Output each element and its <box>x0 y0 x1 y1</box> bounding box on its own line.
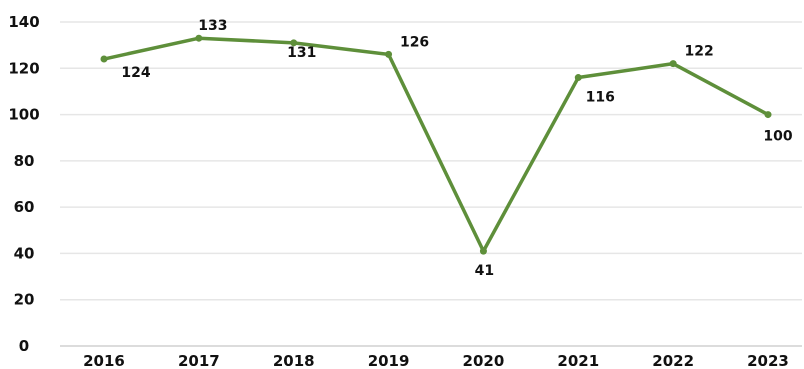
data-point <box>764 111 772 119</box>
x-tick-label: 2022 <box>652 352 694 369</box>
y-axis-ticks: 0 20 40 60 80 100 120 140 <box>8 13 39 355</box>
data-point <box>574 74 582 82</box>
data-label: 116 <box>586 90 615 106</box>
data-label: 124 <box>121 65 150 81</box>
data-label: 41 <box>475 263 494 279</box>
data-label: 126 <box>400 34 429 50</box>
series-line-group <box>102 36 770 253</box>
data-point <box>479 247 487 255</box>
x-tick-label: 2019 <box>368 352 410 369</box>
gridlines <box>60 21 802 347</box>
data-point <box>385 50 393 58</box>
data-labels: 124 133 131 126 41 116 122 100 <box>121 18 792 279</box>
y-tick-label: 0 <box>19 337 29 355</box>
data-point <box>669 60 677 68</box>
y-tick-label: 140 <box>8 13 39 31</box>
y-tick-label: 120 <box>8 59 39 77</box>
series-line <box>102 36 770 253</box>
x-tick-label: 2021 <box>557 352 599 369</box>
data-label: 133 <box>198 18 227 34</box>
x-axis-ticks: 2016 2017 2018 2019 2020 2021 2022 2023 <box>83 352 789 369</box>
y-tick-label: 40 <box>14 244 35 262</box>
y-tick-label: 80 <box>14 152 35 170</box>
data-label: 131 <box>287 45 316 61</box>
y-tick-label: 100 <box>8 106 39 124</box>
x-tick-label: 2018 <box>273 352 315 369</box>
data-point <box>290 39 298 47</box>
x-tick-label: 2017 <box>178 352 220 369</box>
x-tick-label: 2016 <box>83 352 125 369</box>
y-tick-label: 60 <box>14 198 35 216</box>
data-point <box>100 55 108 63</box>
x-tick-label: 2020 <box>463 352 505 369</box>
data-label: 122 <box>685 44 714 60</box>
data-label: 100 <box>763 129 792 145</box>
y-tick-label: 20 <box>14 291 35 309</box>
data-points <box>100 34 772 255</box>
data-point <box>195 34 203 42</box>
x-tick-label: 2023 <box>747 352 789 369</box>
